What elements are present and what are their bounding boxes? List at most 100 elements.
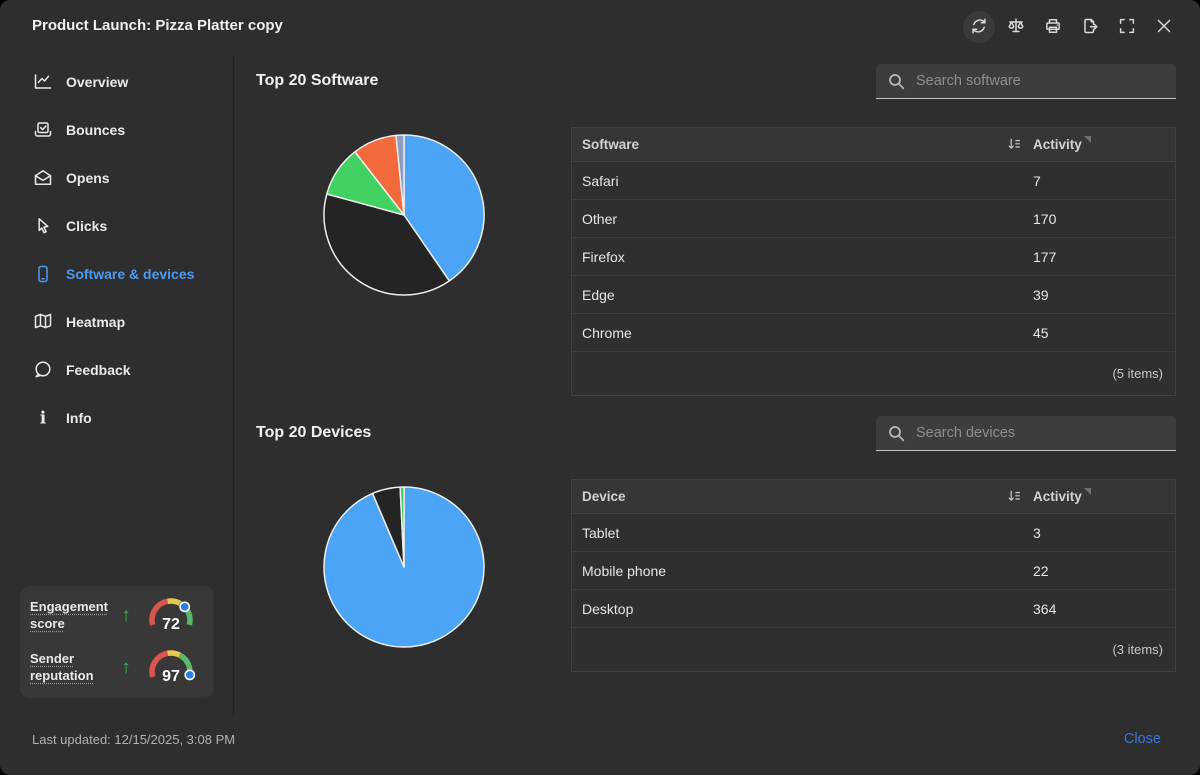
table-row: Chrome 45	[572, 314, 1175, 352]
row-value: 170	[1033, 210, 1057, 227]
column-corner-marker	[1083, 488, 1091, 495]
print-button[interactable]	[1037, 11, 1069, 43]
titlebar: Product Launch: Pizza Platter copy	[0, 0, 1200, 56]
sidebar-item-label: Opens	[66, 170, 110, 186]
trend-up-icon: ↑	[121, 657, 131, 678]
trend-up-icon: ↑	[121, 605, 131, 626]
engagement-score-row: Engagement score ↑ 72	[30, 590, 204, 642]
sidebar-item-label: Bounces	[66, 122, 126, 138]
window-title: Product Launch: Pizza Platter copy	[32, 17, 283, 34]
row-label: Desktop	[582, 600, 634, 617]
close-icon	[1154, 16, 1174, 39]
sidebar: Overview Bounces Opens Clicks	[0, 56, 233, 719]
row-value: 7	[1033, 172, 1041, 189]
info-icon: i	[32, 407, 54, 429]
engagement-score-label: Engagement score	[30, 599, 109, 631]
sender-reputation-row: Sender reputation ↑ 97	[30, 642, 204, 694]
export-icon	[1080, 16, 1100, 39]
sidebar-item-overview[interactable]: Overview	[14, 58, 224, 106]
row-label: Tablet	[582, 524, 620, 541]
cursor-icon	[32, 215, 54, 237]
refresh-icon	[969, 16, 989, 39]
sidebar-item-info[interactable]: i Info	[14, 394, 224, 442]
row-value: 22	[1033, 562, 1049, 579]
sidebar-item-clicks[interactable]: Clicks	[14, 202, 224, 250]
last-updated-text: Last updated: 12/15/2025, 3:08 PM	[32, 732, 236, 747]
sidebar-item-label: Overview	[66, 74, 129, 90]
devices-table-footer: (3 items)	[1112, 642, 1163, 657]
score-card: Engagement score ↑ 72 Sender reputation …	[20, 586, 214, 698]
table-row: Other 170	[572, 200, 1175, 238]
software-section-title: Top 20 Software	[256, 72, 379, 89]
search-icon	[888, 73, 905, 90]
search-devices-input[interactable]	[876, 416, 1176, 451]
row-value: 364	[1033, 600, 1057, 617]
sidebar-item-label: Clicks	[66, 218, 108, 234]
software-pie-chart	[322, 133, 486, 297]
export-button[interactable]	[1074, 11, 1106, 43]
row-label: Mobile phone	[582, 562, 667, 579]
close-window-button[interactable]	[1148, 11, 1180, 43]
software-table-header: Software Activity	[572, 128, 1175, 162]
row-value: 39	[1033, 286, 1049, 303]
map-icon	[32, 311, 54, 333]
svg-text:97: 97	[162, 668, 180, 685]
open-envelope-icon	[32, 167, 54, 189]
table-row: Desktop 364	[572, 590, 1175, 628]
sidebar-item-feedback[interactable]: Feedback	[14, 346, 224, 394]
sidebar-item-label: Heatmap	[66, 314, 126, 330]
sidebar-item-label: Info	[66, 410, 92, 426]
row-label: Other	[582, 210, 618, 227]
software-table: Software Activity Safari 7 Other 170 Firefox…	[571, 127, 1176, 396]
table-row: Firefox 177	[572, 238, 1175, 276]
sidebar-item-software-devices[interactable]: Software & devices	[14, 250, 224, 298]
row-label: Firefox	[582, 248, 625, 265]
fullscreen-button[interactable]	[1111, 11, 1143, 43]
sort-descending-icon	[1007, 489, 1021, 503]
close-link[interactable]: Close	[1123, 731, 1161, 747]
refresh-button[interactable]	[963, 11, 995, 43]
search-software-input[interactable]	[876, 64, 1176, 99]
row-value: 3	[1033, 524, 1041, 541]
svg-text:72: 72	[162, 616, 180, 633]
row-label: Chrome	[582, 324, 632, 341]
table-row: Safari 7	[572, 162, 1175, 200]
activity-header-label: Activity	[1033, 137, 1082, 152]
engagement-score-gauge: 72	[144, 597, 198, 635]
row-value: 177	[1033, 248, 1057, 265]
row-value: 45	[1033, 324, 1049, 341]
table-row: Edge 39	[572, 276, 1175, 314]
column-header-activity[interactable]: Activity	[1008, 488, 1175, 505]
sidebar-item-heatmap[interactable]: Heatmap	[14, 298, 224, 346]
sender-reputation-label: Sender reputation	[30, 651, 94, 683]
compare-button[interactable]	[1000, 11, 1032, 43]
column-header-software: Software	[582, 137, 640, 152]
software-search	[876, 64, 1176, 99]
titlebar-actions	[963, 11, 1180, 43]
scales-icon	[1006, 16, 1026, 39]
devices-search	[876, 416, 1176, 451]
line-chart-icon	[32, 71, 54, 93]
speech-bubble-icon	[32, 359, 54, 381]
column-corner-marker	[1083, 136, 1091, 143]
activity-header-label: Activity	[1033, 489, 1082, 504]
svg-text:i: i	[40, 409, 47, 429]
sidebar-divider	[233, 56, 234, 716]
search-icon	[888, 425, 905, 442]
devices-pie-chart	[322, 485, 486, 649]
sender-reputation-gauge: 97	[144, 649, 198, 687]
software-table-footer: (5 items)	[1112, 366, 1163, 381]
row-label: Safari	[582, 172, 619, 189]
table-row: Tablet 3	[572, 514, 1175, 552]
printer-icon	[1043, 16, 1063, 39]
sidebar-item-opens[interactable]: Opens	[14, 154, 224, 202]
row-label: Edge	[582, 286, 615, 303]
sidebar-item-bounces[interactable]: Bounces	[14, 106, 224, 154]
smartphone-icon	[32, 263, 54, 285]
devices-table: Device Activity Tablet 3 Mobile phone 22 Des…	[571, 479, 1176, 672]
sidebar-item-label: Software & devices	[66, 266, 195, 282]
column-header-device: Device	[582, 489, 626, 504]
column-header-activity[interactable]: Activity	[1008, 136, 1175, 153]
fullscreen-icon	[1117, 16, 1137, 39]
